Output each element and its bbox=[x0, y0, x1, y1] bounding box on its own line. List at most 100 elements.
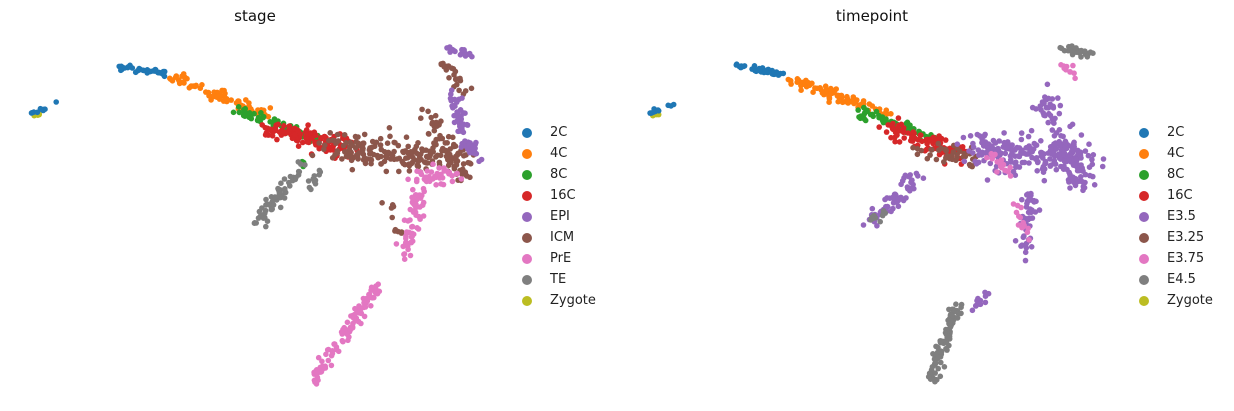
legend-marker bbox=[1139, 148, 1149, 159]
data-point bbox=[401, 256, 408, 263]
data-point bbox=[1063, 67, 1069, 73]
legend-label: 8C bbox=[550, 167, 568, 182]
data-point bbox=[1057, 142, 1063, 149]
data-point bbox=[295, 143, 302, 149]
legend-marker bbox=[1139, 169, 1149, 180]
data-point bbox=[405, 150, 411, 156]
data-point bbox=[386, 125, 393, 131]
data-point bbox=[1026, 237, 1032, 243]
data-point bbox=[1062, 139, 1069, 146]
data-point bbox=[444, 140, 451, 146]
data-point bbox=[454, 99, 460, 105]
data-point bbox=[282, 186, 288, 192]
data-point bbox=[883, 129, 890, 135]
data-point bbox=[424, 160, 431, 166]
data-point bbox=[1042, 158, 1049, 165]
data-point bbox=[145, 68, 152, 74]
data-point bbox=[389, 214, 396, 221]
data-point bbox=[1028, 190, 1034, 197]
data-point bbox=[1046, 110, 1052, 117]
data-point bbox=[451, 112, 457, 119]
data-point bbox=[805, 79, 812, 86]
legend-marker bbox=[522, 253, 532, 264]
data-point bbox=[810, 89, 816, 95]
data-point bbox=[994, 169, 1000, 175]
data-point bbox=[970, 150, 976, 156]
cluster-icm bbox=[438, 60, 475, 97]
cluster-2c bbox=[733, 61, 787, 78]
data-point bbox=[1042, 94, 1048, 100]
data-point bbox=[269, 133, 276, 139]
data-point bbox=[451, 155, 457, 162]
legend-label: Zygote bbox=[550, 293, 596, 308]
legend-marker bbox=[1139, 295, 1149, 306]
legend-item: 16C bbox=[1139, 185, 1213, 206]
data-point bbox=[368, 157, 375, 163]
data-point bbox=[420, 199, 427, 206]
data-point bbox=[787, 77, 794, 84]
legend-item: Zygote bbox=[1139, 290, 1213, 311]
stage-legend: 2C 4C 8C 16C EPI ICM PrE TE Zygote bbox=[522, 122, 596, 311]
data-point bbox=[372, 289, 379, 296]
data-point bbox=[984, 154, 990, 161]
data-point bbox=[932, 378, 938, 385]
data-point bbox=[405, 246, 411, 253]
data-point bbox=[428, 114, 435, 121]
data-point bbox=[349, 325, 356, 331]
data-point bbox=[246, 110, 253, 116]
data-point bbox=[266, 201, 272, 208]
legend-marker bbox=[1139, 274, 1149, 285]
data-point bbox=[1038, 107, 1044, 113]
data-point bbox=[460, 161, 467, 167]
data-point bbox=[335, 348, 342, 355]
data-point bbox=[476, 158, 482, 165]
data-point bbox=[936, 135, 943, 142]
data-point bbox=[998, 164, 1005, 171]
data-point bbox=[458, 144, 465, 150]
data-point bbox=[471, 149, 477, 156]
data-point bbox=[1038, 153, 1044, 159]
data-point bbox=[910, 129, 917, 135]
data-point bbox=[441, 147, 448, 154]
legend-label: 2C bbox=[550, 125, 568, 140]
timepoint-scatter-plot bbox=[647, 43, 1107, 385]
data-point bbox=[441, 64, 448, 70]
data-point bbox=[305, 122, 311, 128]
data-point bbox=[452, 68, 459, 75]
data-point bbox=[888, 134, 894, 141]
data-point bbox=[135, 67, 142, 73]
data-point bbox=[406, 229, 412, 236]
data-point bbox=[328, 352, 335, 359]
cluster-e4-5 bbox=[868, 208, 889, 225]
data-point bbox=[326, 137, 332, 144]
data-point bbox=[960, 134, 967, 141]
data-point bbox=[433, 182, 439, 188]
data-point bbox=[924, 146, 930, 152]
data-point bbox=[896, 139, 903, 145]
data-point bbox=[935, 365, 941, 372]
data-point bbox=[432, 173, 438, 180]
data-point bbox=[1021, 159, 1028, 166]
data-point bbox=[264, 218, 271, 224]
data-point bbox=[1053, 146, 1060, 152]
data-point bbox=[1034, 168, 1040, 174]
data-point bbox=[1078, 174, 1084, 180]
data-point bbox=[235, 104, 242, 110]
cluster-4c bbox=[167, 71, 274, 120]
data-point bbox=[453, 162, 460, 168]
data-point bbox=[1023, 151, 1030, 157]
data-point bbox=[1012, 238, 1019, 244]
data-point bbox=[466, 160, 473, 166]
data-point bbox=[839, 99, 846, 106]
data-point bbox=[1079, 178, 1085, 185]
data-point bbox=[907, 188, 913, 194]
data-point bbox=[1036, 207, 1043, 213]
data-point bbox=[1073, 45, 1079, 51]
data-point bbox=[272, 194, 278, 200]
data-point bbox=[958, 304, 964, 311]
data-point bbox=[1022, 257, 1029, 264]
data-point bbox=[938, 145, 944, 151]
legend-item: 8C bbox=[1139, 164, 1213, 185]
timepoint-panel: timepoint 2C 4C 8C 16C E3.5 E3.25 E3.75 E4.5 Zyg… bbox=[617, 0, 1234, 411]
legend-label: 4C bbox=[1167, 146, 1185, 161]
